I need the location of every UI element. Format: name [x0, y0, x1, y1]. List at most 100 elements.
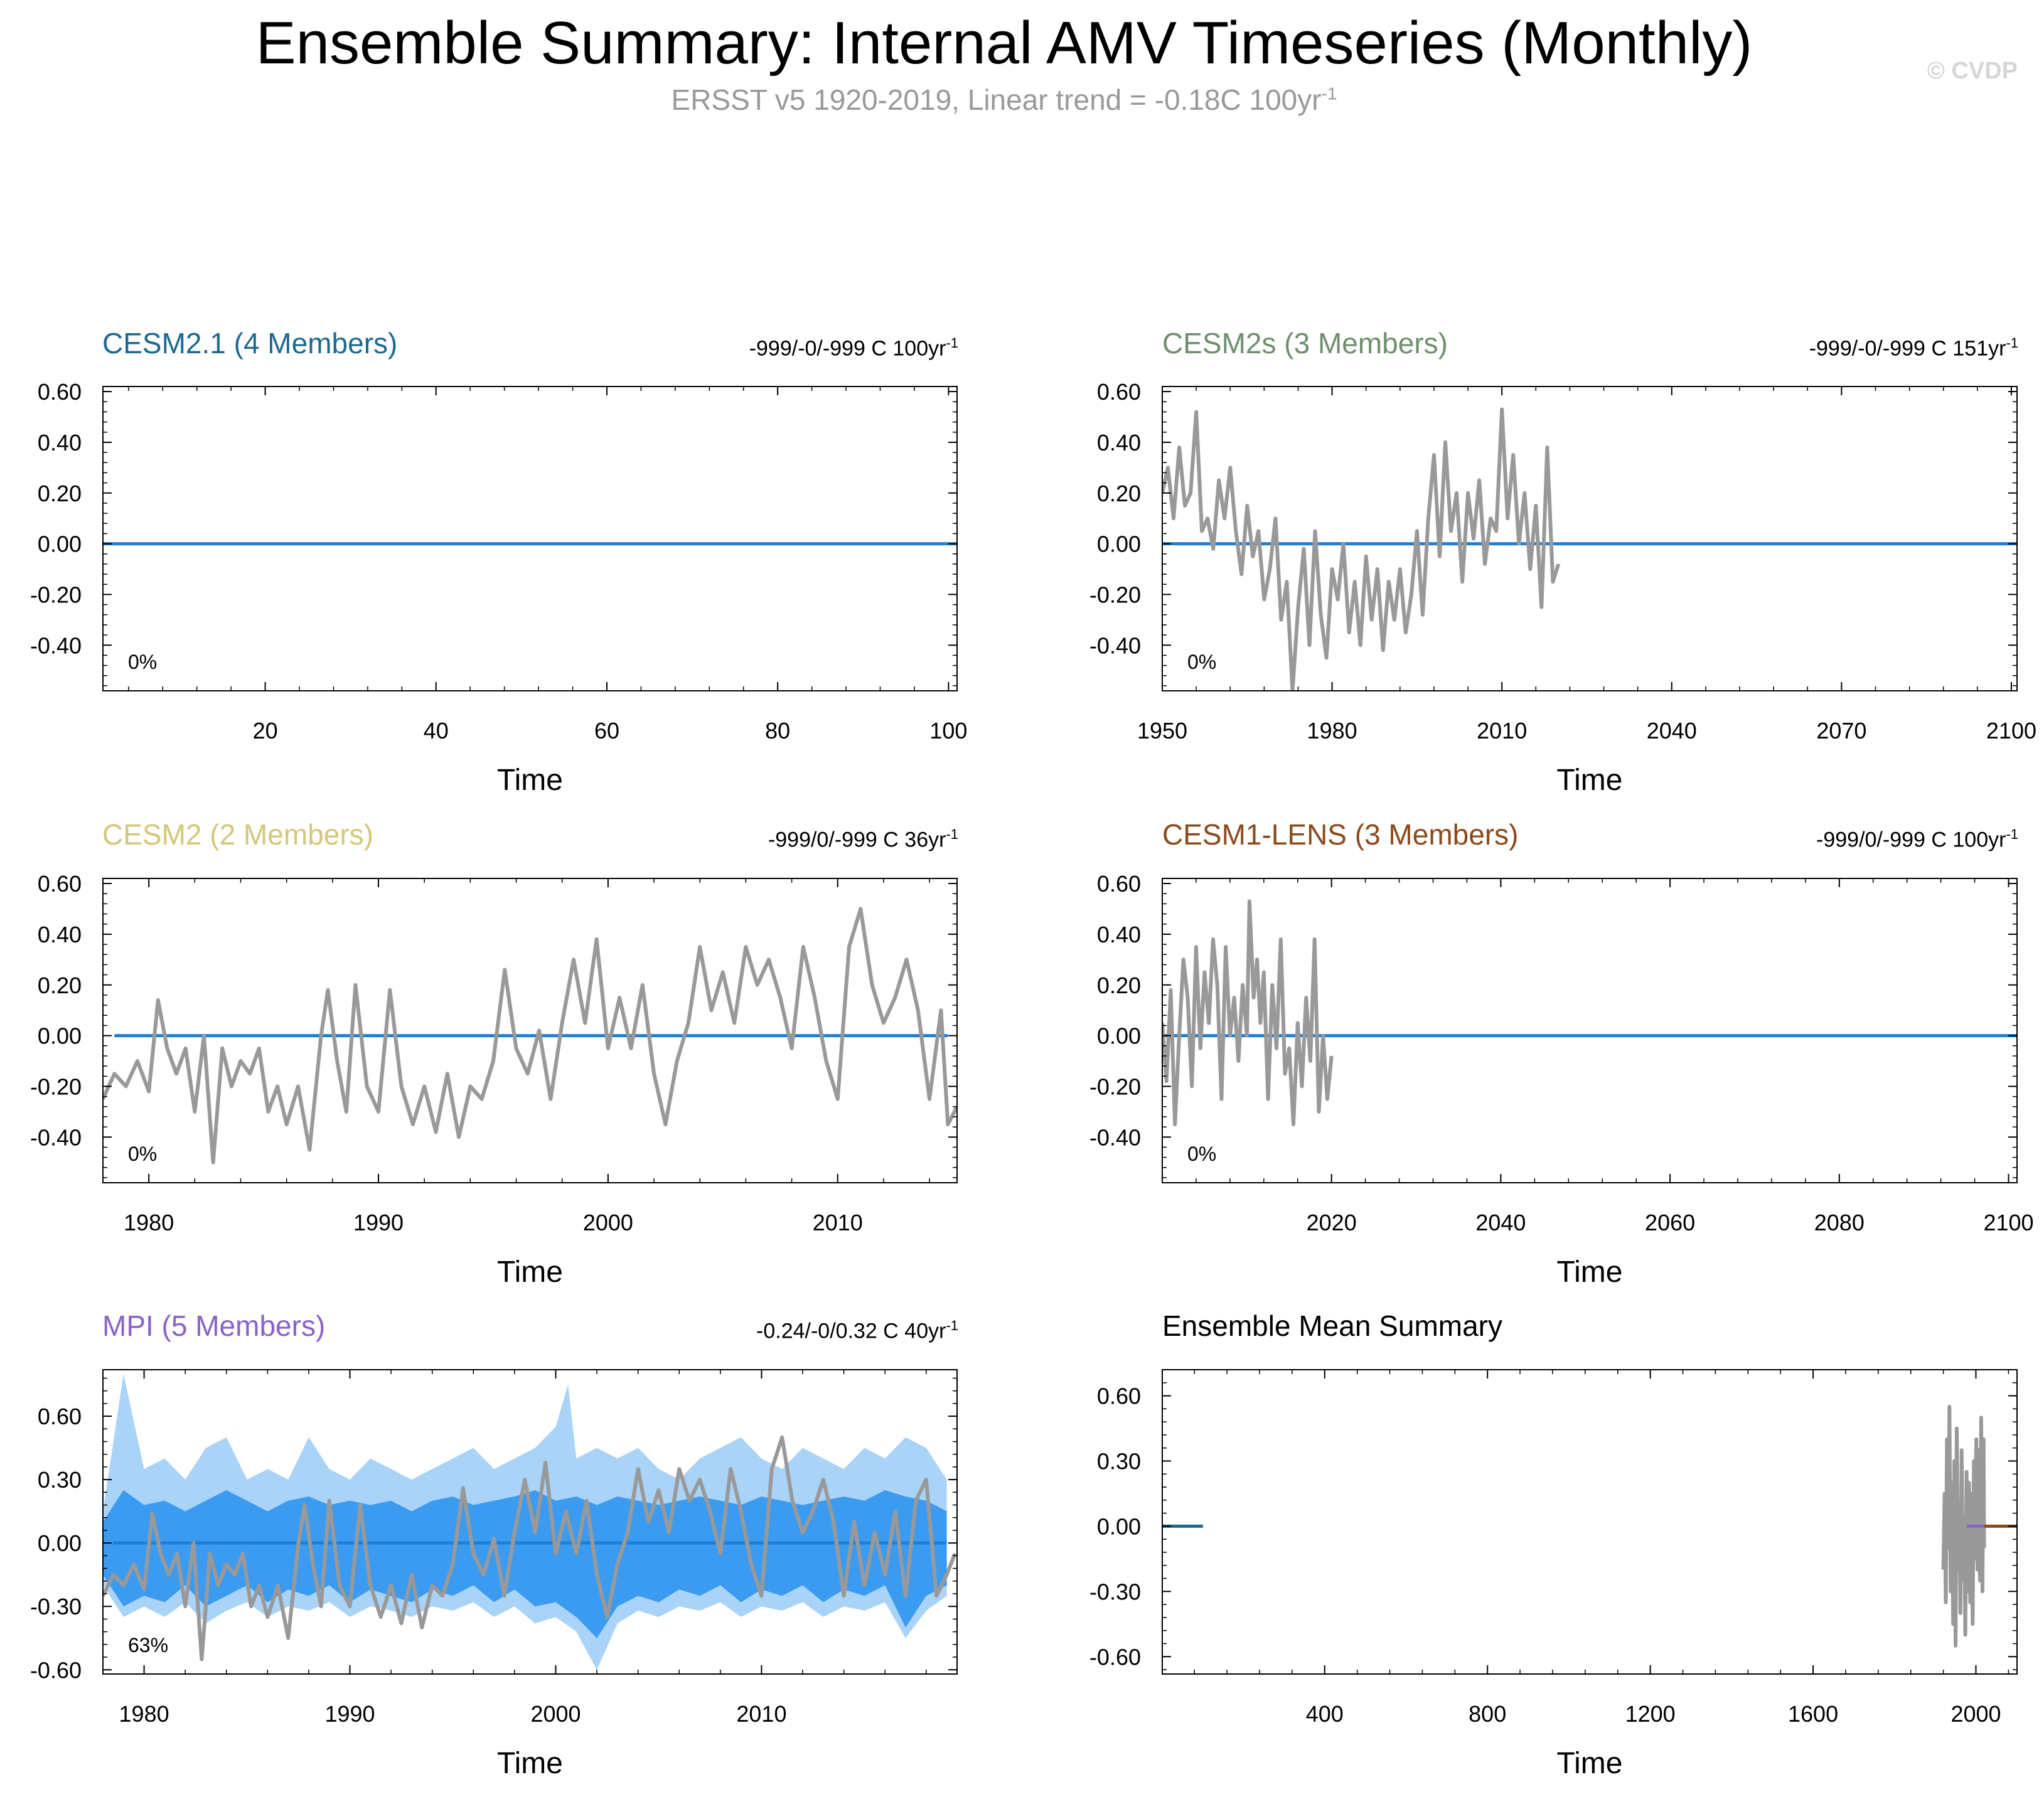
x-tick-label: 2000 — [1950, 1701, 2001, 1727]
x-tick-label: 2100 — [1983, 1210, 2033, 1235]
y-tick-label: -0.60 — [30, 1657, 82, 1683]
y-tick-label: 0.60 — [38, 871, 82, 897]
copyright-label: © CVDP — [1927, 58, 2018, 84]
plot-frame — [102, 878, 958, 1183]
y-tick-label: -0.20 — [30, 582, 82, 607]
chart-cesm2s: 0.60 0.40 0.20 0.00 -0.20 -0.40 1950 1980 2010 20… — [1089, 379, 2036, 797]
panel-range-cesm2s: -999/-0/-999 C 151yr-1 — [1809, 335, 2018, 361]
percent-label: 0% — [1187, 1143, 1216, 1165]
chart-cesm2: 0.60 0.40 0.20 0.00 -0.20 -0.40 1980 1990 2000 20… — [30, 871, 958, 1289]
y-tick-label: 0.40 — [38, 922, 82, 947]
panel-range-exponent: -1 — [2006, 826, 2018, 842]
plot-area — [1162, 899, 2017, 1126]
y-tick-label: -0.30 — [30, 1594, 82, 1619]
page-title: Ensemble Summary: Internal AMV Timeserie… — [255, 9, 1753, 77]
obs-series-line — [1162, 407, 1561, 691]
x-tick-label: 2010 — [736, 1701, 786, 1727]
obs-series-line — [1941, 1404, 1986, 1648]
panel-range-text: -0.24/-0/0.32 C 40yr — [756, 1319, 946, 1343]
x-tick-label: 20 — [253, 718, 278, 744]
x-tick-label: 2080 — [1814, 1210, 1865, 1235]
panel-range-text: -999/0/-999 C 36yr — [768, 828, 946, 852]
x-tick-label: 2010 — [1477, 718, 1527, 744]
panel-title-summary: Ensemble Mean Summary — [1162, 1309, 1502, 1342]
y-tick-label: -0.40 — [30, 632, 82, 658]
y-tick-label: 0.40 — [38, 430, 82, 456]
y-tick-label: 0.20 — [1097, 481, 1141, 506]
subtitle-text: ERSST v5 1920-2019, Linear trend = -0.18… — [671, 83, 1322, 116]
chart-cesm1lens: 0.60 0.40 0.20 0.00 -0.20 -0.40 2020 2040 2060 20… — [1089, 871, 2034, 1289]
percent-label: 0% — [128, 1143, 157, 1165]
percent-label: 0% — [1187, 651, 1216, 673]
panel-range-exponent: -1 — [946, 1318, 958, 1333]
plot-area — [103, 1373, 957, 1670]
y-tick-label: 0.20 — [38, 973, 82, 998]
x-tick-label: 1200 — [1625, 1701, 1676, 1727]
y-tick-label: 0.60 — [38, 379, 82, 405]
panel-range-cesm2: -999/0/-999 C 36yr-1 — [768, 826, 958, 852]
x-tick-label: 1600 — [1788, 1701, 1838, 1727]
chart-cesm21: 0.60 0.40 0.20 0.00 -0.20 -0.40 20 40 60 80 100 Tim… — [30, 379, 967, 797]
x-axis-label: Time — [1557, 1747, 1623, 1780]
page-subtitle: ERSST v5 1920-2019, Linear trend = -0.18… — [0, 83, 2008, 117]
panel-title-cesm2s: CESM2s (3 Members) — [1162, 327, 1448, 360]
x-tick-label: 1950 — [1137, 718, 1187, 744]
percent-label: 0% — [128, 651, 157, 673]
x-axis-label: Time — [1557, 1256, 1623, 1289]
y-tick-label: 0.00 — [38, 1530, 82, 1556]
y-tick-label: -0.40 — [1089, 1124, 1141, 1150]
x-tick-label: 2000 — [583, 1210, 633, 1235]
percent-label: 63% — [128, 1634, 168, 1656]
x-tick-label: 2060 — [1645, 1210, 1695, 1235]
panel-title-cesm1lens: CESM1-LENS (3 Members) — [1162, 818, 1519, 851]
y-tick-label: 0.60 — [1097, 871, 1141, 897]
y-tick-label: 0.00 — [38, 1023, 82, 1049]
panel-range-exponent: -1 — [946, 826, 958, 842]
x-tick-label: 1980 — [124, 1210, 174, 1235]
panel-range-mpi: -0.24/-0/0.32 C 40yr-1 — [756, 1318, 958, 1343]
x-tick-label: 2020 — [1307, 1210, 1357, 1235]
plot-area — [1162, 1404, 2017, 1648]
panel-title-cesm2: CESM2 (2 Members) — [102, 818, 373, 851]
y-tick-label: -0.40 — [1089, 632, 1141, 658]
y-tick-label: -0.20 — [1089, 582, 1141, 607]
x-axis-label: Time — [1557, 764, 1623, 797]
y-tick-label: 0.00 — [1097, 1513, 1141, 1539]
y-tick-label: -0.30 — [1089, 1579, 1141, 1604]
y-tick-label: 0.60 — [38, 1404, 82, 1429]
plot-frame — [1162, 1369, 2018, 1675]
x-tick-label: 2100 — [1986, 718, 2036, 744]
x-tick-label: 2000 — [530, 1701, 581, 1727]
x-tick-label: 40 — [424, 718, 449, 744]
x-tick-label: 1980 — [119, 1701, 169, 1727]
y-tick-label: 0.40 — [1097, 922, 1141, 947]
x-axis-label: Time — [497, 1256, 563, 1289]
y-tick-label: 0.30 — [38, 1467, 82, 1493]
y-tick-label: 0.00 — [38, 531, 82, 557]
chart-mpi: 0.60 0.30 0.00 -0.30 -0.60 1980 1990 2000 2010 Ti… — [30, 1369, 958, 1780]
y-tick-label: -0.20 — [1089, 1074, 1141, 1099]
x-tick-label: 2040 — [1475, 1210, 1526, 1235]
panel-range-cesm21: -999/-0/-999 C 100yr-1 — [749, 335, 958, 361]
obs-series-line — [103, 907, 957, 1165]
obs-series-line — [103, 1435, 957, 1661]
x-axis-label: Time — [497, 1747, 563, 1780]
x-tick-label: 1980 — [1307, 718, 1357, 744]
subtitle-exponent: -1 — [1321, 83, 1337, 104]
y-tick-label: -0.40 — [30, 1124, 82, 1150]
obs-series-line — [1162, 899, 1334, 1126]
y-tick-label: 0.60 — [1097, 1384, 1141, 1409]
panel-range-cesm1lens: -999/0/-999 C 100yr-1 — [1816, 826, 2018, 852]
y-tick-label: 0.20 — [1097, 973, 1141, 998]
plot-frame — [1162, 878, 2018, 1183]
x-tick-label: 400 — [1306, 1701, 1344, 1727]
chart-summary: 0.60 0.30 0.00 -0.30 -0.60 400 800 1200 1600 2000… — [1089, 1369, 2018, 1780]
x-axis-label: Time — [497, 764, 563, 797]
x-tick-label: 2070 — [1816, 718, 1866, 744]
y-tick-label: 0.00 — [1097, 531, 1141, 557]
x-tick-label: 60 — [594, 718, 619, 744]
y-tick-label: -0.20 — [30, 1074, 82, 1099]
panel-range-exponent: -1 — [2006, 335, 2018, 351]
panel-range-text: -999/-0/-999 C 100yr — [749, 336, 946, 361]
